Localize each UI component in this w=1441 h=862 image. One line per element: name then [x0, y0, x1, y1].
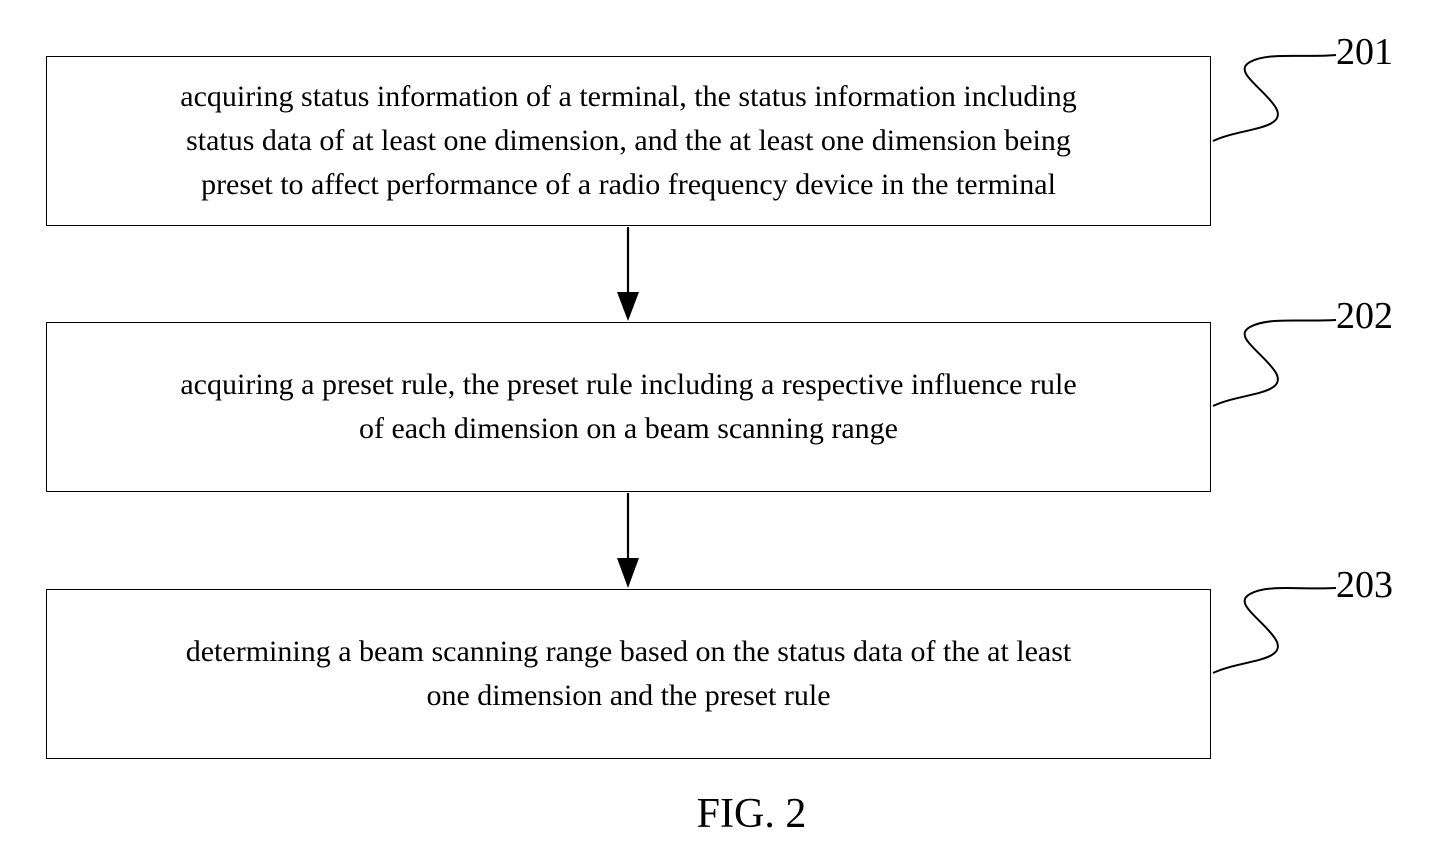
- step-201-line-1: acquiring status information of a termin…: [180, 75, 1076, 119]
- step-box-203: determining a beam scanning range based …: [46, 589, 1211, 759]
- ref-label-201: 201: [1336, 32, 1393, 72]
- ref-label-203: 203: [1336, 565, 1393, 605]
- step-box-202: acquiring a preset rule, the preset rule…: [46, 322, 1211, 492]
- leader-curve-201: [1213, 55, 1336, 141]
- step-text-203: determining a beam scanning range based …: [172, 630, 1086, 718]
- step-text-202: acquiring a preset rule, the preset rule…: [166, 363, 1090, 451]
- step-202-line-2: of each dimension on a beam scanning ran…: [180, 407, 1076, 451]
- step-203-line-1: determining a beam scanning range based …: [186, 630, 1072, 674]
- arrow-202-to-203: [617, 493, 639, 588]
- step-text-201: acquiring status information of a termin…: [166, 75, 1090, 207]
- step-203-line-2: one dimension and the preset rule: [186, 674, 1072, 718]
- ref-label-202: 202: [1336, 296, 1393, 336]
- arrow-201-to-202: [617, 227, 639, 321]
- figure-caption: FIG. 2: [0, 790, 1441, 838]
- leader-curve-203: [1213, 588, 1336, 673]
- leader-curve-202: [1213, 320, 1336, 406]
- step-201-line-2: status data of at least one dimension, a…: [180, 119, 1076, 163]
- step-201-line-3: preset to affect performance of a radio …: [180, 163, 1076, 207]
- step-box-201: acquiring status information of a termin…: [46, 56, 1211, 226]
- step-202-line-1: acquiring a preset rule, the preset rule…: [180, 363, 1076, 407]
